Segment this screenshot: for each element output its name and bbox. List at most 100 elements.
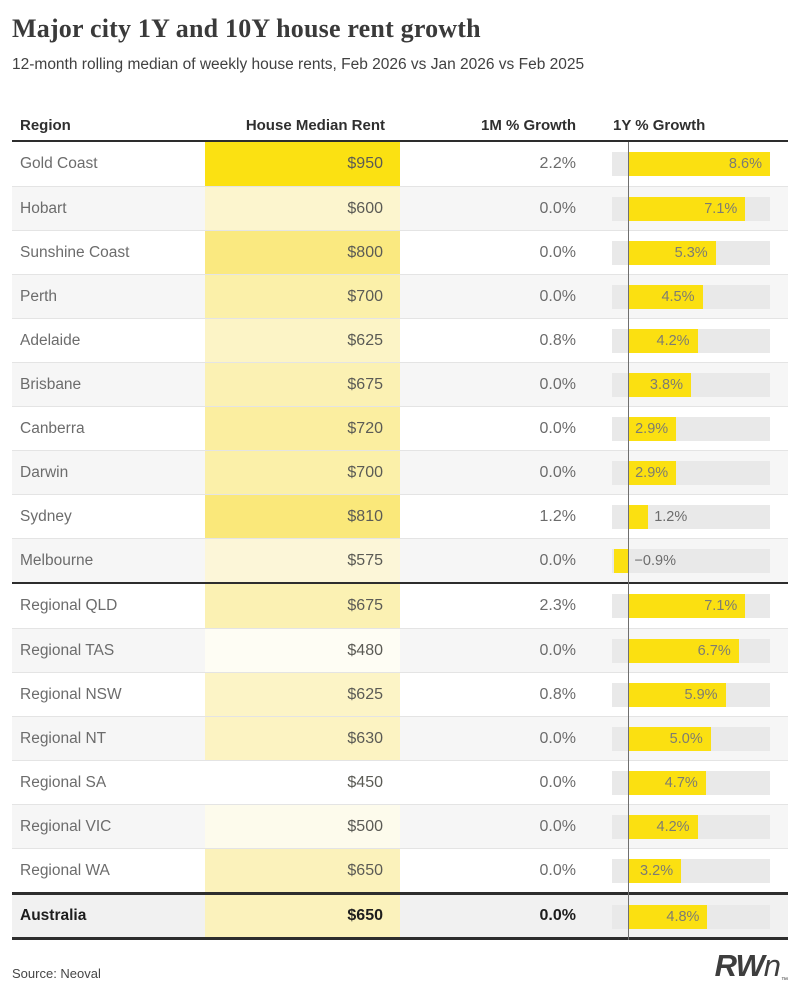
table-row: $480 Regional TAS 0.0% 6.7% bbox=[12, 628, 788, 672]
region-cell: Darwin bbox=[20, 463, 69, 481]
column-header-1y-growth: 1Y % Growth bbox=[613, 117, 706, 134]
rwn-logo-rw: RW bbox=[714, 948, 765, 983]
rwn-logo-tm: ™ bbox=[781, 977, 788, 984]
rent-heat-cell: $600 bbox=[205, 187, 400, 230]
y1-bar bbox=[628, 505, 649, 529]
y1-bar-label: 4.5% bbox=[661, 289, 695, 305]
y1-bar-label: 1.2% bbox=[654, 509, 688, 525]
y1-bar bbox=[628, 859, 682, 883]
m1-growth-cell: 0.0% bbox=[539, 287, 576, 305]
m1-growth-cell: 0.0% bbox=[539, 419, 576, 437]
region-cell: Regional TAS bbox=[20, 641, 115, 659]
m1-growth-cell: 1.2% bbox=[539, 507, 576, 525]
m1-growth-cell: 0.0% bbox=[539, 817, 576, 835]
m1-growth-cell: 0.0% bbox=[539, 551, 576, 569]
table-row: $810 Sydney 1.2% 1.2% bbox=[12, 494, 788, 538]
y1-bar bbox=[628, 815, 698, 839]
region-cell: Perth bbox=[20, 287, 58, 305]
table-row: $625 Adelaide 0.8% 4.2% bbox=[12, 318, 788, 362]
rent-heat-cell: $720 bbox=[205, 407, 400, 450]
table-row: $675 Brisbane 0.0% 3.8% bbox=[12, 362, 788, 406]
table-row: $700 Darwin 0.0% 2.9% bbox=[12, 450, 788, 494]
m1-growth-cell: 0.0% bbox=[539, 641, 576, 659]
region-cell: Hobart bbox=[20, 199, 67, 217]
section-divider bbox=[12, 582, 788, 584]
region-cell: Sunshine Coast bbox=[20, 243, 130, 261]
rent-heat-cell: $500 bbox=[205, 805, 400, 848]
page-subtitle: 12-month rolling median of weekly house … bbox=[12, 56, 585, 73]
y1-bar-track bbox=[612, 549, 770, 573]
y1-bar bbox=[628, 639, 739, 663]
y1-bar-label: 7.1% bbox=[704, 598, 738, 614]
region-cell: Regional NSW bbox=[20, 685, 122, 703]
region-cell: Regional SA bbox=[20, 773, 107, 791]
y1-bar-label: 4.2% bbox=[656, 819, 690, 835]
m1-growth-cell: 0.0% bbox=[539, 199, 576, 217]
rent-heat-cell: $950 bbox=[205, 142, 400, 186]
zero-axis-line bbox=[628, 142, 629, 940]
y1-bar-label: 5.0% bbox=[669, 731, 703, 747]
y1-bar-label: 4.8% bbox=[666, 909, 700, 925]
region-cell: Sydney bbox=[20, 507, 72, 525]
total-top-rule bbox=[12, 892, 788, 895]
region-cell: Melbourne bbox=[20, 551, 94, 569]
rent-heat-cell: $675 bbox=[205, 584, 400, 628]
table-row: $450 Regional SA 0.0% 4.7% bbox=[12, 760, 788, 804]
table-header-row: Region House Median Rent 1M % Growth 1Y … bbox=[12, 104, 788, 140]
table-row: $950 Gold Coast 2.2% 8.6% bbox=[12, 142, 788, 186]
table-row: $500 Regional VIC 0.0% 4.2% bbox=[12, 804, 788, 848]
table-row: $650 Regional WA 0.0% 3.2% bbox=[12, 848, 788, 892]
table-row: $675 Regional QLD 2.3% 7.1% bbox=[12, 584, 788, 628]
m1-growth-cell: 2.2% bbox=[539, 155, 576, 172]
rent-heat-cell: $700 bbox=[205, 451, 400, 494]
table-row: $650 Australia 0.0% 4.8% bbox=[12, 895, 788, 937]
rwn-logo-n: n bbox=[763, 948, 781, 983]
m1-growth-cell: 0.0% bbox=[539, 907, 576, 924]
y1-bar bbox=[628, 152, 770, 176]
rwn-logo: RWn™ bbox=[715, 948, 788, 984]
region-cell: Gold Coast bbox=[20, 155, 98, 172]
y1-bar bbox=[628, 461, 677, 485]
y1-bar-label: 4.7% bbox=[664, 775, 698, 791]
m1-growth-cell: 0.8% bbox=[539, 685, 576, 703]
y1-bar-label: 4.2% bbox=[656, 333, 690, 349]
table-row: $720 Canberra 0.0% 2.9% bbox=[12, 406, 788, 450]
column-header-1m-growth: 1M % Growth bbox=[480, 117, 576, 134]
m1-growth-cell: 0.0% bbox=[539, 375, 576, 393]
table-row: $600 Hobart 0.0% 7.1% bbox=[12, 186, 788, 230]
header-rule bbox=[12, 140, 788, 142]
rent-heat-cell: $675 bbox=[205, 363, 400, 406]
table-row: $625 Regional NSW 0.8% 5.9% bbox=[12, 672, 788, 716]
y1-bar-label: −0.9% bbox=[634, 553, 676, 569]
region-cell: Canberra bbox=[20, 419, 85, 437]
y1-bar bbox=[628, 683, 726, 707]
region-cell: Australia bbox=[20, 907, 87, 924]
table-row: $630 Regional NT 0.0% 5.0% bbox=[12, 716, 788, 760]
y1-bar-label: 3.8% bbox=[649, 377, 683, 393]
y1-bar-label: 6.7% bbox=[697, 643, 731, 659]
y1-bar bbox=[628, 285, 703, 309]
y1-bar-label: 2.9% bbox=[635, 465, 669, 481]
m1-growth-cell: 0.0% bbox=[539, 861, 576, 879]
table-row: $575 Melbourne 0.0% −0.9% bbox=[12, 538, 788, 582]
y1-bar-label: 2.9% bbox=[635, 421, 669, 437]
m1-growth-cell: 2.3% bbox=[539, 597, 576, 614]
m1-growth-cell: 0.0% bbox=[539, 729, 576, 747]
y1-bar bbox=[628, 771, 706, 795]
m1-growth-cell: 0.8% bbox=[539, 331, 576, 349]
m1-growth-cell: 0.0% bbox=[539, 463, 576, 481]
y1-bar-label: 3.2% bbox=[640, 863, 674, 879]
y1-bar-label: 7.1% bbox=[704, 201, 738, 217]
rent-heat-cell: $650 bbox=[205, 895, 400, 937]
rent-heat-cell: $625 bbox=[205, 319, 400, 362]
y1-bar bbox=[628, 329, 698, 353]
table-row: $800 Sunshine Coast 0.0% 5.3% bbox=[12, 230, 788, 274]
source-note: Source: Neoval bbox=[12, 966, 101, 981]
region-cell: Regional VIC bbox=[20, 817, 112, 835]
rent-heat-cell: $625 bbox=[205, 673, 400, 716]
rent-heat-cell: $650 bbox=[205, 849, 400, 892]
y1-bar bbox=[628, 197, 746, 221]
column-header-rent: House Median Rent bbox=[245, 117, 385, 134]
m1-growth-cell: 0.0% bbox=[539, 773, 576, 791]
column-header-region: Region bbox=[20, 117, 71, 134]
